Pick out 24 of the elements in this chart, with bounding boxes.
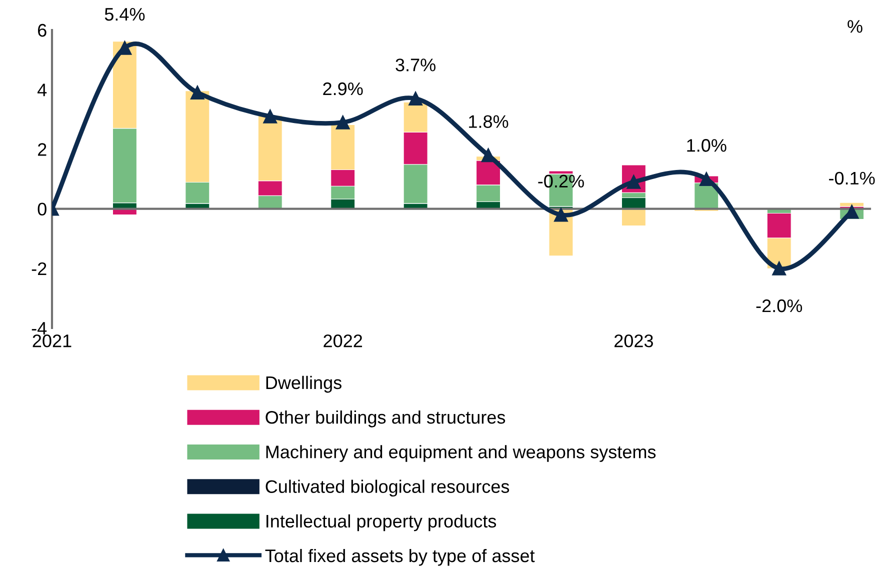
x-tick-label: 2021 xyxy=(32,334,72,348)
data-label: -2.0% xyxy=(756,299,802,312)
y-tick-label: -4 xyxy=(32,322,47,335)
data-label: 1.0% xyxy=(687,139,726,152)
legend-label: Other buildings and structures xyxy=(266,410,506,428)
legend-label: Total fixed assets by type of asset xyxy=(265,548,535,566)
legend-label: Machinery and equipment and weapons systems xyxy=(266,445,656,462)
legend-label: Dwellings xyxy=(266,376,342,393)
y-tick-label: -2 xyxy=(32,262,46,275)
y-tick-label: 4 xyxy=(38,84,47,96)
data-label: -0.2% xyxy=(538,174,584,188)
data-label: 3.7% xyxy=(396,58,436,72)
data-label: 2.9% xyxy=(323,82,363,96)
legend-label: Cultivated biological resources xyxy=(266,480,510,497)
x-tick-label: 2022 xyxy=(324,334,362,348)
legend-label: Intellectual property products xyxy=(266,514,496,532)
x-tick-label: 2023 xyxy=(614,334,653,348)
y-tick-label: 6 xyxy=(38,24,46,37)
data-label: 1.8% xyxy=(469,115,508,128)
y-tick-label: 0 xyxy=(38,202,46,216)
data-label: -0.1% xyxy=(829,172,875,185)
annotation: % xyxy=(848,20,862,33)
y-tick-label: 2 xyxy=(38,143,46,156)
data-label: 5.4% xyxy=(104,8,145,21)
